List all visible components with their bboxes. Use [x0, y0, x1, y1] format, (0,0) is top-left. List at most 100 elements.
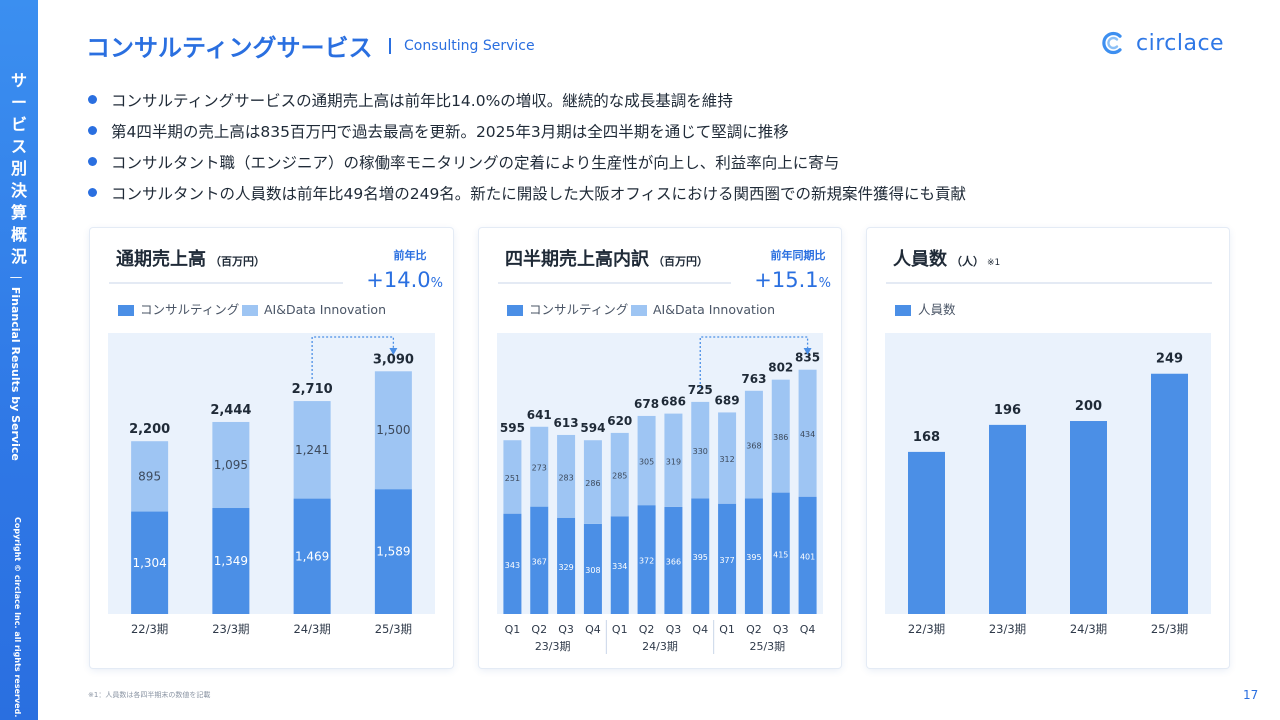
bullet-dot-icon [88, 188, 97, 197]
x-tick-label: 22/3期 [908, 622, 945, 636]
growth-value-suffix: % [819, 276, 831, 291]
growth-label: 前年同期比 [771, 248, 826, 262]
growth-arrow-icon [389, 348, 398, 355]
bar-consulting [530, 506, 549, 614]
sidebar-copyright: Copyright © circlace Inc. all rights res… [13, 517, 22, 718]
summary-list: コンサルティングサービスの通期売上高は前年比14.0%の増収。継続的な成長基調を… [88, 84, 966, 208]
list-item: コンサルティングサービスの通期売上高は前年比14.0%の増収。継続的な成長基調を… [88, 84, 966, 115]
data-label-consulting: 343 [505, 561, 520, 570]
growth-value: +14.0% [366, 268, 443, 292]
annual-revenue-card: 通期売上高 （百万円） 前年比 +14.0% コンサルティング AI&Data Innov… [90, 228, 453, 668]
bar-ai-data [374, 371, 412, 490]
bar-headcount [1070, 421, 1107, 614]
x-group-label: 25/3期 [749, 640, 785, 653]
data-label-ai-data: 434 [800, 430, 815, 439]
data-label-consulting: 334 [612, 562, 627, 571]
bullet-dot-icon [88, 157, 97, 166]
data-label-ai-data: 1,095 [214, 458, 248, 472]
chart-title: 四半期売上高内訳 （百万円） [505, 248, 708, 270]
logo-text: circlace [1136, 30, 1225, 56]
chart-title-text: 人員数 [893, 248, 948, 270]
legend-label: コンサルティング [529, 302, 628, 317]
chart-title: 人員数 （人） ※1 [893, 248, 1000, 270]
legend-label: コンサルティング [140, 302, 239, 317]
x-tick-label: Q1 [612, 623, 628, 636]
sidebar-title-jp: サービス別決算概況 [10, 71, 27, 266]
x-tick-label: Q2 [746, 623, 762, 636]
growth-value-suffix: % [431, 276, 443, 291]
data-label-consulting: 377 [719, 556, 734, 565]
bar-consulting [664, 506, 683, 614]
data-label-total: 620 [607, 414, 632, 428]
legend-swatch [631, 305, 647, 316]
bar-consulting [131, 511, 169, 614]
data-label-consulting: 366 [666, 557, 681, 566]
legend-label: AI&Data Innovation [264, 302, 386, 317]
bar-ai-data [718, 412, 737, 504]
data-label-ai-data: 251 [505, 474, 520, 483]
bar-consulting [557, 517, 576, 614]
data-label-ai-data: 1,500 [376, 423, 410, 437]
data-label-ai-data: 283 [558, 473, 573, 482]
x-tick-label: Q4 [692, 623, 708, 636]
bar-consulting [771, 492, 790, 614]
x-group-label: 24/3期 [642, 640, 678, 653]
page-number: 17 [1243, 688, 1259, 702]
data-label-total: 2,200 [129, 422, 170, 437]
data-label-consulting: 401 [800, 552, 815, 561]
page-title: コンサルティングサービス [86, 34, 373, 62]
x-tick-label: Q2 [531, 623, 547, 636]
data-label-consulting: 395 [693, 553, 708, 562]
chart-unit: （百万円） [653, 255, 708, 268]
bullet-text: コンサルタント職（エンジニア）の稼働率モニタリングの定着により生産性が向上し、利… [111, 153, 840, 172]
bullet-text: コンサルタントの人員数は前年比49名増の249名。新たに開設した大阪オフィスにお… [111, 184, 967, 203]
bar-ai-data [530, 426, 549, 507]
data-label-headcount: 168 [913, 430, 940, 445]
bar-ai-data [771, 379, 790, 493]
data-label-consulting: 367 [532, 557, 547, 566]
data-label-ai-data: 312 [719, 455, 734, 464]
data-label-consulting: 1,349 [214, 554, 248, 568]
x-tick-label: Q4 [800, 623, 816, 636]
bar-consulting [691, 498, 710, 614]
growth-label: 前年比 [394, 248, 427, 262]
sidebar-title-en: ｜ Financial Results by Service [9, 272, 22, 461]
bar-ai-data [798, 369, 817, 497]
x-tick-label: 22/3期 [131, 622, 168, 636]
bar-ai-data [293, 401, 331, 499]
x-tick-label: 25/3期 [375, 622, 412, 636]
data-label-total: 763 [741, 372, 766, 386]
data-label-ai-data: 895 [138, 469, 161, 483]
data-label-ai-data: 386 [773, 433, 788, 442]
title-separator [389, 38, 391, 54]
bullet-text: コンサルティングサービスの通期売上高は前年比14.0%の増収。継続的な成長基調を… [111, 91, 733, 110]
data-label-total: 595 [500, 421, 525, 435]
x-tick-label: Q3 [773, 623, 789, 636]
bar-ai-data [744, 390, 763, 499]
x-tick-label: 24/3期 [293, 622, 330, 636]
legend-label: 人員数 [918, 302, 956, 317]
chart-unit: （百万円） [210, 255, 265, 268]
list-item: コンサルタント職（エンジニア）の稼働率モニタリングの定着により生産性が向上し、利… [88, 146, 966, 177]
quarterly-revenue-card: 四半期売上高内訳 （百万円） 前年同期比 +15.1% コンサルティング AI&Data … [479, 228, 841, 668]
data-label-total: 835 [795, 351, 820, 365]
growth-connector [311, 336, 395, 379]
bar-consulting [637, 505, 656, 614]
chart-note-mark: ※1 [987, 258, 1000, 268]
data-label-ai-data: 305 [639, 458, 654, 467]
data-label-consulting: 415 [773, 550, 788, 559]
headcount-chart: 人員数 （人） ※1人員数16822/3期19623/3期20024/3期24925… [885, 248, 1212, 636]
headcount-card: 人員数 （人） ※1 人員数 168 22/3期 196 23/3期 200 24/3期 249 25… [867, 228, 1229, 668]
bar-consulting [503, 513, 522, 614]
bar-headcount [1151, 373, 1188, 614]
list-item: コンサルタントの人員数は前年比49名増の249名。新たに開設した大阪オフィスにお… [88, 177, 966, 208]
bar-consulting [583, 523, 602, 614]
bar-ai-data [131, 441, 169, 512]
bullet-dot-icon [88, 126, 97, 135]
bar-ai-data [664, 413, 683, 507]
x-tick-label: Q3 [666, 623, 682, 636]
x-tick-label: 23/3期 [989, 622, 1026, 636]
data-label-consulting: 395 [746, 553, 761, 562]
data-label-total: 641 [527, 408, 552, 422]
data-label-total: 678 [634, 397, 659, 411]
